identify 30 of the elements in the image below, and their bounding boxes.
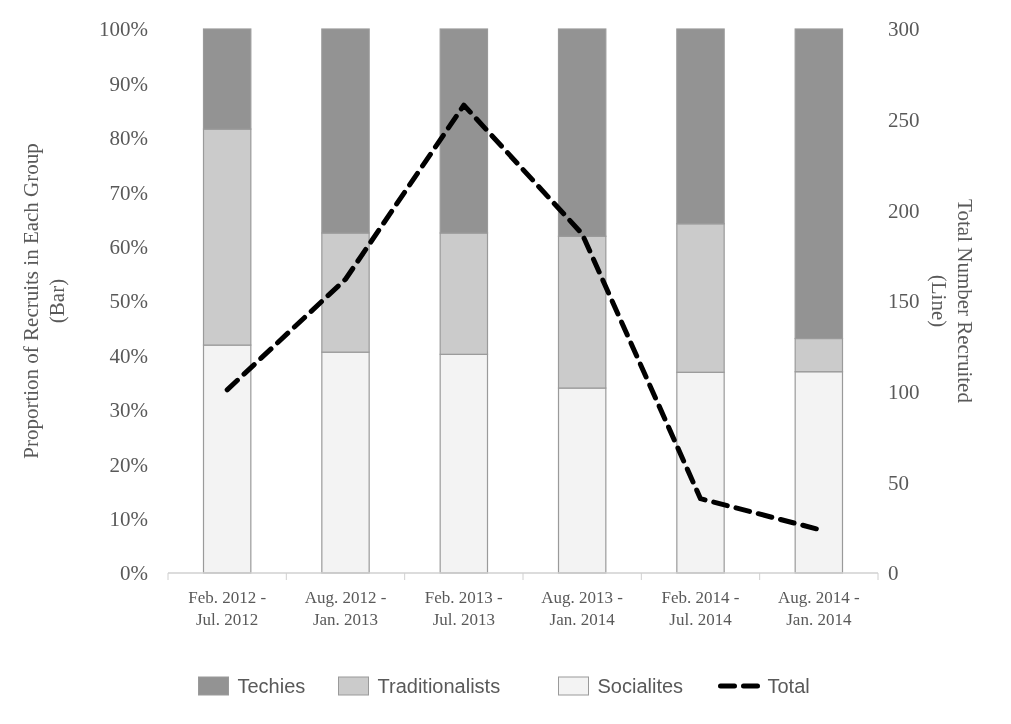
y-tick-label: 30% — [109, 398, 148, 423]
y2-axis-title: Total Number Recruited (Line) — [927, 199, 977, 404]
y2-tick-label: 200 — [888, 198, 920, 223]
y-axis-title: Proportion of Recruits in Each Group (Bar) — [19, 143, 69, 459]
y-tick-label: 80% — [109, 126, 148, 151]
y2-tick-label: 0 — [888, 561, 899, 586]
y-tick-label: 60% — [109, 234, 148, 259]
y2-tick-label: 300 — [888, 17, 920, 42]
y2-tick-label: 100 — [888, 380, 920, 405]
legend-label: Socialites — [597, 675, 684, 697]
x-tick-label: Feb. 2012 - Jul. 2012 — [188, 588, 267, 629]
y-tick-label: 90% — [109, 71, 148, 96]
y-tick-label: 20% — [109, 452, 148, 477]
x-tick-label: Feb. 2013 - Jul. 2013 — [424, 588, 504, 629]
legend-label: Traditionalists — [377, 675, 501, 697]
x-tick-label: Aug. 2013 - Jan. 2014 — [541, 588, 624, 629]
legend-label: Techies — [237, 675, 306, 697]
y2-tick-label: 150 — [888, 289, 920, 314]
x-tick-label: Feb. 2014 - Jul. 2014 — [661, 588, 740, 629]
x-tick-label: Aug. 2012 - Jan. 2013 — [304, 588, 387, 629]
y-tick-label: 40% — [109, 343, 148, 368]
y-tick-label: 10% — [109, 506, 148, 531]
y-tick-label: 70% — [109, 180, 148, 205]
y2-tick-label: 50 — [888, 470, 909, 495]
y-tick-label: 100% — [99, 17, 148, 42]
y2-tick-label: 250 — [888, 108, 920, 133]
y-tick-label: 50% — [109, 289, 148, 314]
legend-label: Total — [767, 675, 810, 697]
y-tick-label: 0% — [120, 561, 148, 586]
x-tick-label: Aug. 2014 - Jan. 2014 — [777, 588, 861, 629]
